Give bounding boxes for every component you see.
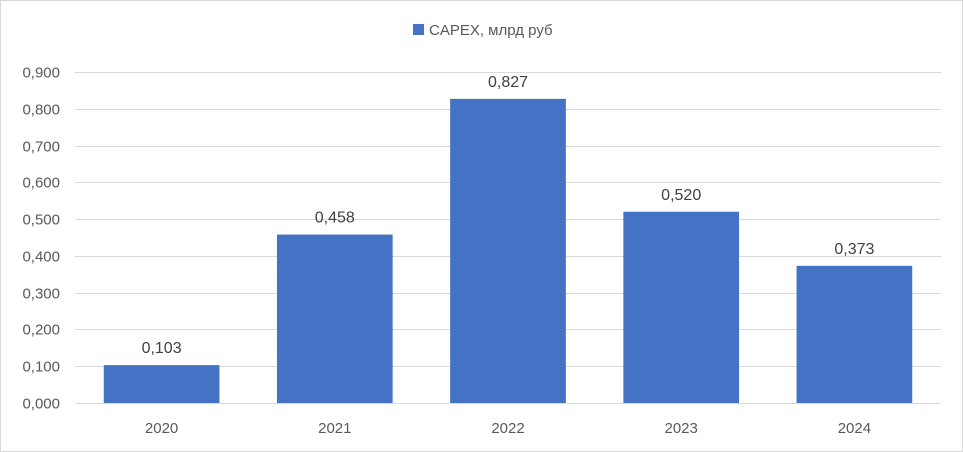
y-axis-tick-labels: 0,000 0,100 0,200 0,300 0,400 0,500 0,600 0,700… (22, 65, 60, 413)
y-tick-label: 0,700 (22, 139, 60, 156)
data-label-2023: 0,520 (661, 187, 701, 204)
x-tick-label: 2023 (665, 420, 698, 437)
y-tick-label: 0,800 (22, 102, 60, 119)
y-tick-label: 0,500 (22, 212, 60, 229)
data-label-2024: 0,373 (834, 241, 874, 258)
x-tick-label: 2024 (838, 420, 871, 437)
x-tick-label: 2020 (145, 420, 178, 437)
legend-label: CAPEX, млрд руб (429, 22, 553, 39)
bars (103, 98, 913, 403)
x-tick-label: 2021 (318, 420, 351, 437)
y-tick-label: 0,100 (22, 359, 60, 376)
x-tick-label: 2022 (491, 420, 524, 437)
x-axis-tick-labels: 2020 2021 2022 2023 2024 (145, 420, 871, 437)
data-label-2022: 0,827 (488, 74, 528, 91)
data-label-2020: 0,103 (142, 340, 182, 357)
y-tick-label: 0,300 (22, 286, 60, 303)
bar-2022 (450, 98, 566, 403)
y-tick-label: 0,000 (22, 396, 60, 413)
legend-swatch (413, 24, 424, 35)
bar-2021 (276, 234, 393, 403)
y-tick-label: 0,400 (22, 249, 60, 266)
data-labels: 0,103 0,458 0,827 0,520 0,373 (142, 74, 875, 357)
bar-2024 (796, 265, 913, 403)
y-tick-label: 0,200 (22, 322, 60, 339)
legend: CAPEX, млрд руб (413, 22, 553, 39)
y-tick-label: 0,900 (22, 65, 60, 82)
bar-2020 (103, 365, 220, 403)
y-tick-label: 0,600 (22, 175, 60, 192)
bar-2023 (623, 211, 740, 403)
data-label-2021: 0,458 (315, 210, 355, 227)
